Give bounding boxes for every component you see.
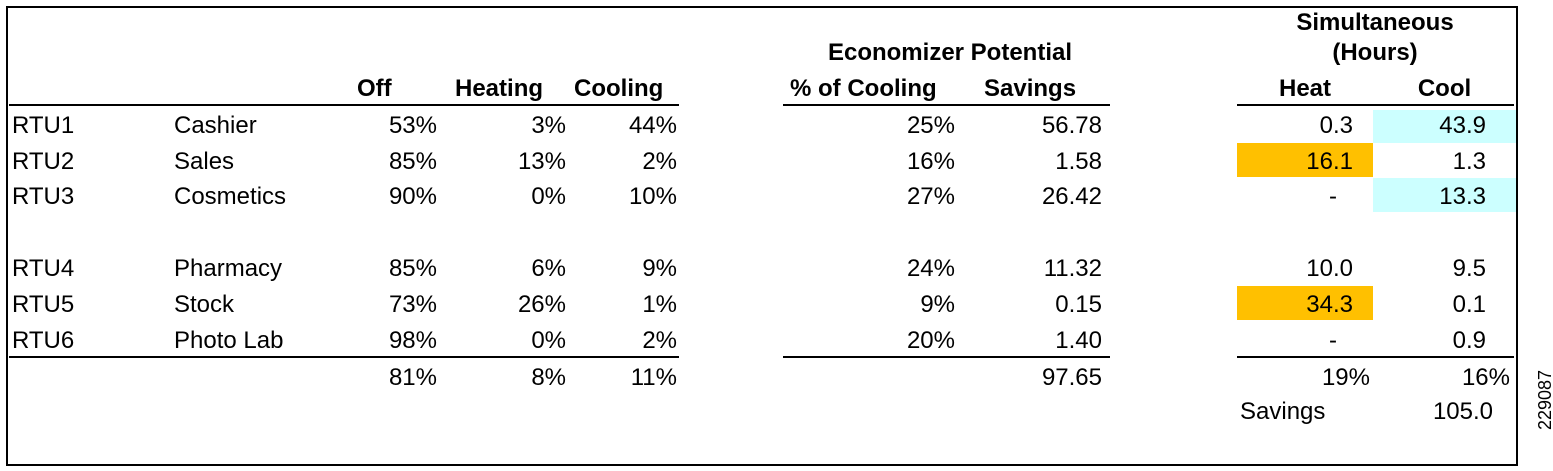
heating-cell: 13%: [517, 148, 566, 175]
area-cell: Cashier: [174, 112, 257, 139]
header-economizer-potential: Economizer Potential: [827, 39, 1073, 66]
header-simultaneous-hours: (Hours): [1332, 39, 1418, 66]
heat-cell: 16.1: [1306, 148, 1353, 175]
econ-pct-cell: 25%: [906, 112, 955, 139]
simultaneous-savings-value: 105.0: [1432, 398, 1493, 425]
cool-cell: 0.1: [1452, 291, 1486, 318]
header-cooling: Cooling: [574, 75, 664, 102]
total-cool: 16%: [1461, 364, 1510, 391]
heat-highlight-rtu5: [1237, 286, 1373, 320]
header-rule-simultaneous: [1237, 104, 1514, 106]
unit-cell: RTU4: [12, 255, 75, 282]
econ-savings-cell: 1.40: [1055, 327, 1102, 354]
heat-cell: -: [1329, 327, 1337, 354]
cool-cell: 43.9: [1439, 112, 1486, 139]
heat-cell: 34.3: [1306, 291, 1353, 318]
totals-rule-economizer: [783, 356, 1110, 358]
econ-savings-cell: 26.42: [1041, 183, 1102, 210]
cool-cell: 9.5: [1452, 255, 1486, 282]
unit-cell: RTU1: [12, 112, 75, 139]
totals-rule-simultaneous: [1237, 356, 1514, 358]
heating-cell: 0%: [531, 327, 566, 354]
cooling-cell: 2%: [642, 327, 677, 354]
heat-cell: 0.3: [1319, 112, 1353, 139]
econ-pct-cell: 24%: [906, 255, 955, 282]
heating-cell: 3%: [531, 112, 566, 139]
table-frame: [6, 6, 1518, 466]
heat-cell: 10.0: [1306, 255, 1353, 282]
off-cell: 90%: [388, 183, 437, 210]
cooling-cell: 44%: [628, 112, 677, 139]
cool-highlight-rtu3: [1373, 178, 1516, 212]
header-simultaneous: Simultaneous: [1296, 9, 1454, 36]
off-cell: 53%: [388, 112, 437, 139]
header-savings: Savings: [984, 75, 1077, 102]
area-cell: Sales: [174, 148, 235, 175]
econ-savings-cell: 0.15: [1055, 291, 1102, 318]
header-heating: Heating: [455, 75, 544, 102]
cooling-cell: 1%: [642, 291, 677, 318]
heating-cell: 26%: [517, 291, 566, 318]
off-cell: 85%: [388, 255, 437, 282]
simultaneous-savings-label: Savings: [1240, 398, 1326, 425]
unit-cell: RTU5: [12, 291, 75, 318]
econ-pct-cell: 9%: [920, 291, 955, 318]
cool-cell: 1.3: [1452, 148, 1486, 175]
figure-id: 229087: [1535, 369, 1553, 430]
cool-cell: 13.3: [1439, 183, 1486, 210]
heat-highlight-rtu2: [1237, 143, 1373, 177]
header-heat: Heat: [1278, 75, 1332, 102]
cooling-cell: 2%: [642, 148, 677, 175]
econ-savings-cell: 56.78: [1041, 112, 1102, 139]
unit-cell: RTU2: [12, 148, 75, 175]
header-rule-economizer: [783, 104, 1110, 106]
cooling-cell: 10%: [628, 183, 677, 210]
header-cool: Cool: [1417, 75, 1472, 102]
area-cell: Pharmacy: [174, 255, 283, 282]
header-pct-cooling: % of Cooling: [790, 75, 937, 102]
total-cooling: 11%: [630, 364, 677, 391]
off-cell: 98%: [388, 327, 437, 354]
area-cell: Stock: [174, 291, 235, 318]
econ-savings-cell: 1.58: [1055, 148, 1102, 175]
header-off: Off: [357, 75, 392, 102]
cooling-cell: 9%: [642, 255, 677, 282]
totals-rule-left: [9, 356, 679, 358]
heat-cell: -: [1329, 183, 1337, 210]
econ-pct-cell: 27%: [906, 183, 955, 210]
area-cell: Cosmetics: [174, 183, 287, 210]
off-cell: 85%: [388, 148, 437, 175]
total-econ-savings: 97.65: [1041, 364, 1102, 391]
unit-cell: RTU3: [12, 183, 75, 210]
econ-pct-cell: 20%: [906, 327, 955, 354]
cool-highlight-rtu1: [1373, 110, 1516, 143]
off-cell: 73%: [388, 291, 437, 318]
heating-cell: 6%: [531, 255, 566, 282]
unit-cell: RTU6: [12, 327, 75, 354]
econ-savings-cell: 11.32: [1043, 255, 1102, 282]
heating-cell: 0%: [531, 183, 566, 210]
area-cell: Photo Lab: [174, 327, 284, 354]
cool-cell: 0.9: [1452, 327, 1486, 354]
header-rule-left: [9, 104, 679, 106]
total-heating: 8%: [531, 364, 566, 391]
econ-pct-cell: 16%: [906, 148, 955, 175]
total-off: 81%: [388, 364, 437, 391]
total-heat: 19%: [1321, 364, 1370, 391]
